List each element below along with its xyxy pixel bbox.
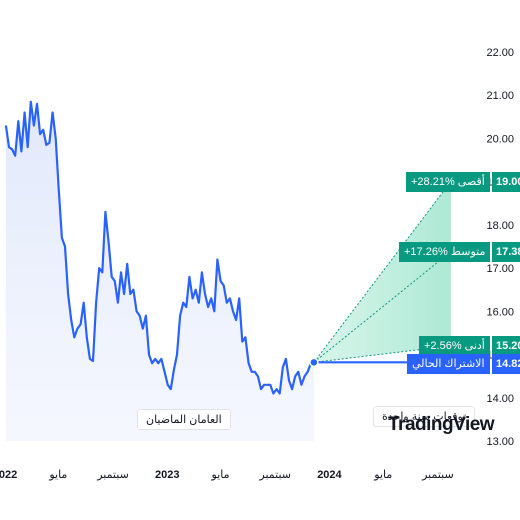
past-period-label: العامان الماضيان [137, 409, 231, 430]
x-tick-label: مايو [373, 469, 392, 481]
forecast-min-label: +2.56% أدنى [419, 335, 490, 356]
forecast-layer [313, 181, 470, 364]
x-tick-label: 2024 [317, 469, 342, 481]
forecast-period-label: توقعات سنة واحدة [373, 406, 476, 427]
x-axis: 2022 مايو سبتمبر 2023 مايو سبتمبر 2024 مايو سبتم… [0, 469, 454, 481]
forecast-max-value: 19.00 [492, 171, 520, 192]
x-tick-label: سبتمبر [258, 469, 291, 481]
forecast-avg-value: 17.38 [492, 241, 520, 262]
x-tick-label: مايو [48, 469, 67, 481]
y-tick-label: 21.00 [486, 90, 514, 102]
current-price-label: الاشتراك الحالي [407, 354, 490, 375]
x-tick-label: مايو [211, 469, 230, 481]
history-layer [4, 100, 319, 441]
history-area [5, 101, 314, 441]
x-tick-label: سبتمبر [421, 469, 454, 481]
current-price-value: 14.82 [492, 354, 520, 375]
y-tick-label: 13.00 [486, 436, 514, 448]
y-tick-label: 18.00 [486, 220, 514, 232]
history-series-line [4, 100, 315, 395]
y-tick-label: 22.00 [486, 47, 514, 59]
forecast-avg-line [313, 251, 452, 363]
x-tick-label: 2023 [155, 469, 179, 481]
y-tick-label: 20.00 [486, 133, 514, 145]
x-tick-label: 2022 [0, 469, 17, 481]
tradingview-logo: TradingView [388, 414, 495, 435]
current-price-marker [309, 357, 319, 368]
forecast-max-line [313, 181, 452, 363]
y-tick-label: 14.00 [486, 393, 514, 405]
forecast-avg-label: +17.26% متوسط [399, 241, 491, 262]
y-tick-label: 17.00 [486, 263, 514, 275]
forecast-min-value: 15.20 [492, 335, 520, 356]
forecast-min-line [313, 345, 451, 363]
y-tick-label: 16.00 [486, 306, 514, 318]
x-tick-label: سبتمبر [96, 469, 129, 481]
forecast-max-label: +28.21% أقصى [406, 171, 490, 192]
